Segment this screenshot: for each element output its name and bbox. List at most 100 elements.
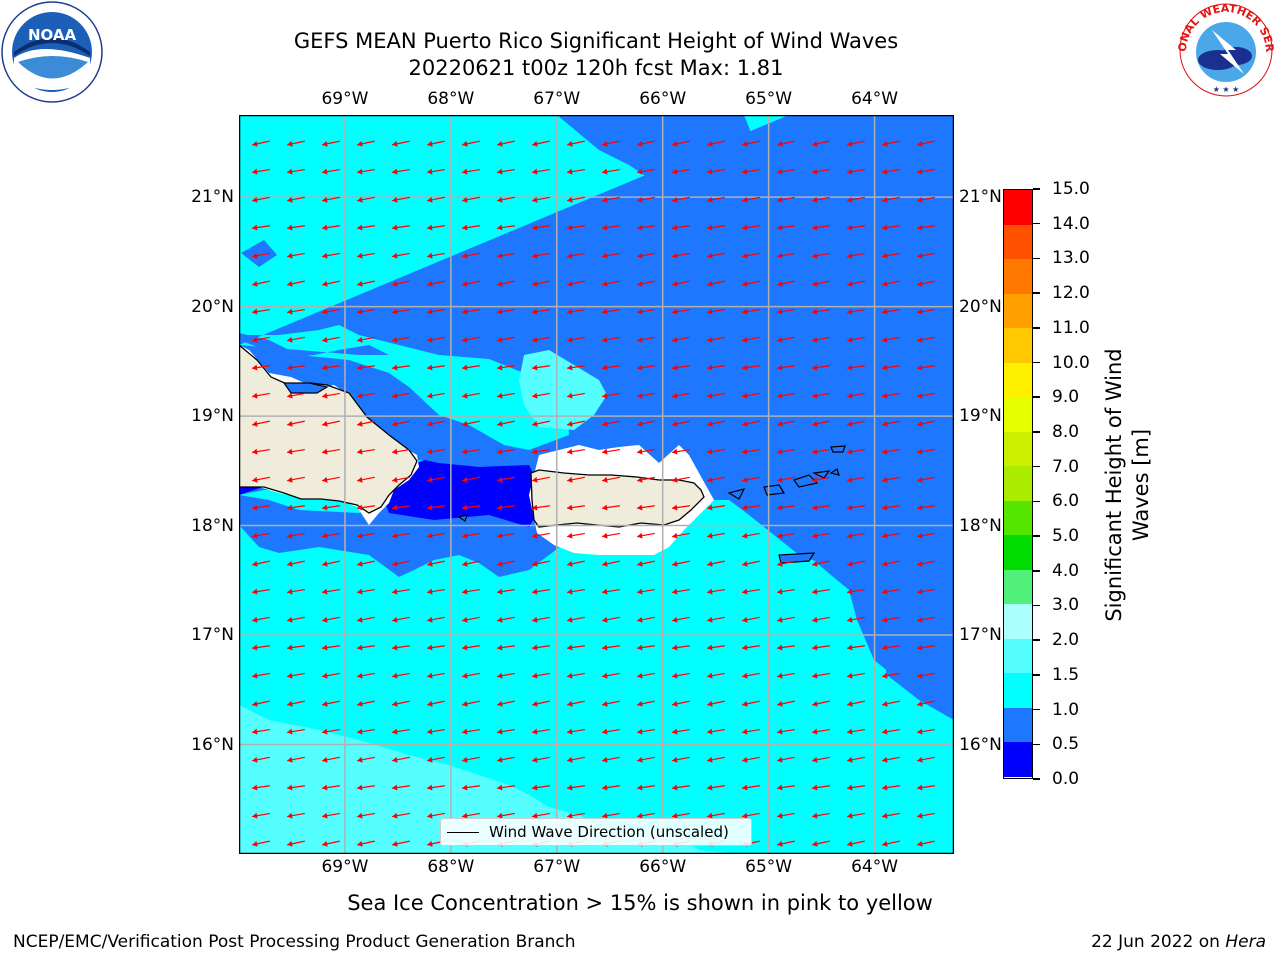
direction-arrow [497,140,515,147]
direction-arrow [917,700,935,707]
direction-arrow [427,364,445,371]
direction-arrow [392,700,410,707]
direction-arrow [322,784,340,791]
direction-arrow [917,224,935,231]
direction-arrow [357,588,375,595]
direction-arrow [602,392,620,399]
lat-label-left: 20°N [191,296,234,317]
colorbar-tick-mark [1033,500,1040,503]
direction-arrow [322,168,340,175]
direction-arrow [777,784,795,791]
colorbar-segment [1004,328,1032,363]
direction-arrow [462,140,480,147]
direction-arrow [252,168,270,175]
direction-arrow [497,728,515,735]
direction-arrow [917,756,935,763]
direction-arrow [322,644,340,651]
sea-ice-note: Sea Ice Concentration > 15% is shown in … [347,891,933,915]
direction-arrow [917,476,935,483]
direction-arrow [322,700,340,707]
direction-arrow [777,448,795,455]
direction-arrow [847,140,865,147]
direction-arrow [707,504,725,511]
direction-arrow [567,280,585,287]
colorbar-tick-label: 4.0 [1052,560,1080,581]
direction-arrow [707,196,725,203]
direction-arrow [742,280,760,287]
direction-arrow [392,420,410,427]
direction-arrow [742,504,760,511]
direction-arrow [252,756,270,763]
direction-arrow [917,840,935,847]
direction-arrow [497,784,515,791]
direction-arrow [252,672,270,679]
direction-arrow [462,532,480,539]
wave-band-1.5-2 [239,350,739,854]
colorbar-tick-mark [1033,570,1040,572]
direction-arrow [672,812,690,819]
direction-arrow [882,532,900,539]
colorbar-segment [1004,638,1032,674]
direction-arrow [672,308,690,315]
direction-arrow [707,224,725,231]
lat-label-left: 21°N [191,187,234,208]
direction-arrow [777,280,795,287]
direction-arrow [637,728,655,735]
direction-arrow [497,672,515,679]
direction-arrow [637,308,655,315]
direction-arrow [252,588,270,595]
colorbar-segment [1004,742,1032,777]
colorbar-tick-label: 8.0 [1052,421,1080,442]
direction-arrow [567,224,585,231]
direction-arrow [567,812,585,819]
direction-arrow [322,364,340,371]
direction-arrow [252,560,270,567]
direction-arrow [322,588,340,595]
direction-arrow [532,420,550,427]
direction-arrow [847,448,865,455]
direction-arrow [462,812,480,819]
direction-arrow [602,588,620,595]
direction-arrow [847,280,865,287]
direction-arrow [602,784,620,791]
direction-arrow [672,616,690,623]
direction-arrow [812,280,830,287]
lon-label-top: 68°W [427,89,475,109]
direction-arrow [602,476,620,483]
direction-arrow [427,140,445,147]
direction-arrow [357,252,375,259]
colorbar-segment [1004,431,1032,467]
direction-arrow [637,616,655,623]
direction-arrow [777,812,795,819]
direction-arrow [252,504,270,511]
direction-arrow [777,700,795,707]
direction-arrow [742,532,760,539]
direction-arrow [252,140,270,147]
direction-arrow [532,672,550,679]
direction-arrow [742,476,760,483]
colorbar-segment [1004,707,1032,743]
direction-arrow [567,672,585,679]
lon-label-bottom: 66°W [639,857,687,877]
direction-arrow [287,364,305,371]
colorbar-tick-label: 11.0 [1052,317,1090,338]
lon-label-top: 67°W [533,89,581,109]
direction-arrow [777,840,795,847]
direction-arrow [637,700,655,707]
direction-arrow [567,364,585,371]
direction-arrow [532,588,550,595]
direction-arrow [462,616,480,623]
direction-arrow [742,448,760,455]
direction-arrow [707,728,725,735]
direction-arrow [462,476,480,483]
direction-arrow [917,420,935,427]
direction-arrow [707,784,725,791]
direction-arrow [917,196,935,203]
direction-arrow [322,532,340,539]
direction-arrow [427,280,445,287]
direction-arrow [357,392,375,399]
direction-arrow [252,280,270,287]
direction-arrow [812,420,830,427]
direction-arrow [917,448,935,455]
direction-arrow [602,168,620,175]
